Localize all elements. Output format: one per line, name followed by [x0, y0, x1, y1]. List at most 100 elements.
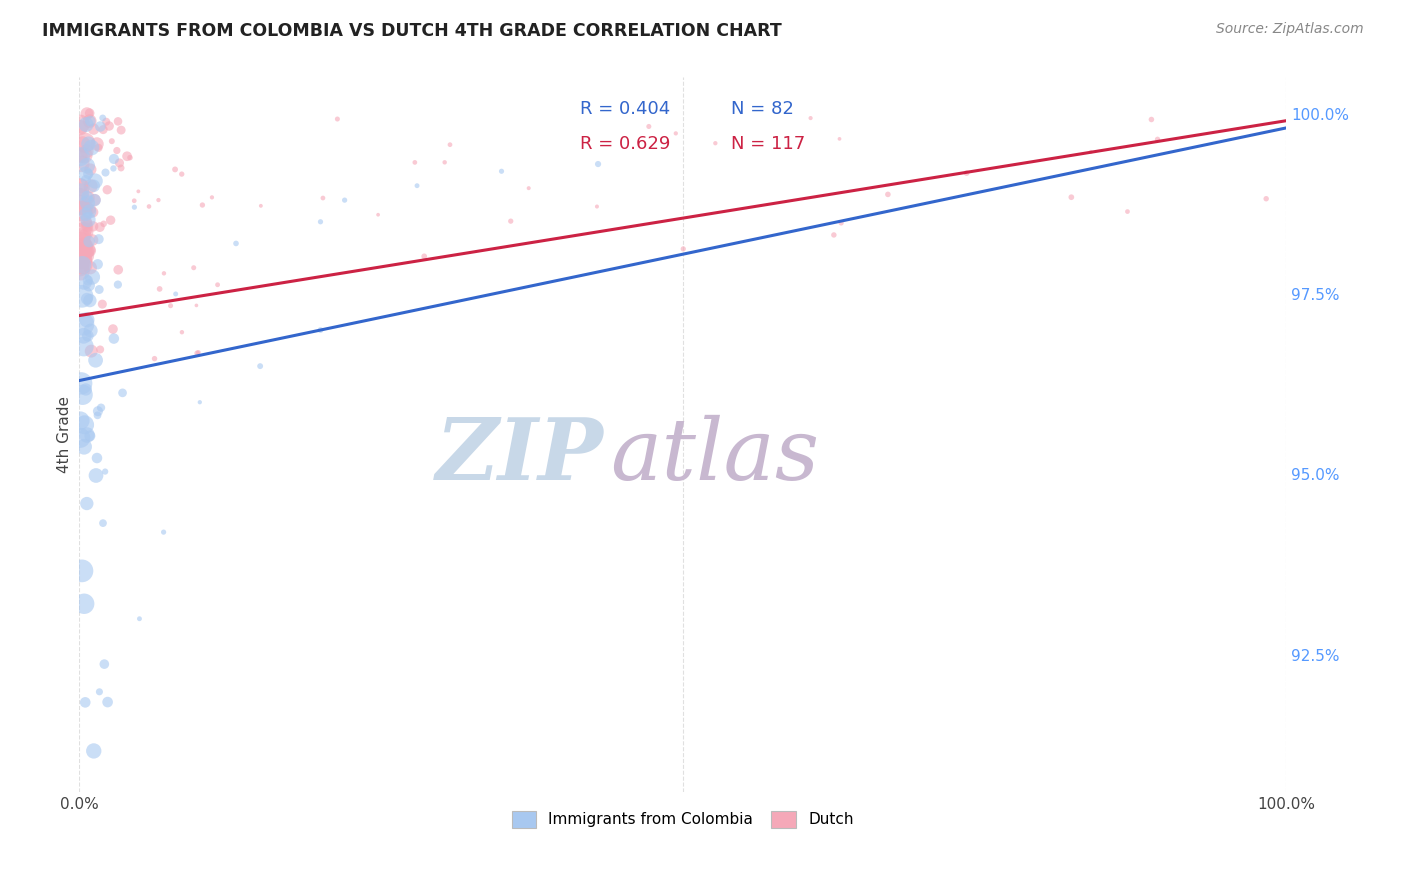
- Text: R = 0.629: R = 0.629: [579, 135, 671, 153]
- Point: [170, 167, 193, 181]
- Point: [76, 145, 98, 159]
- Point: [159, 299, 181, 313]
- Point: [186, 298, 208, 312]
- Point: [491, 164, 513, 178]
- Point: [69, 414, 91, 428]
- Point: [76, 219, 98, 233]
- Point: [73, 148, 96, 162]
- Point: [433, 155, 456, 169]
- Point: [108, 156, 131, 170]
- Point: [250, 199, 273, 213]
- Point: [73, 339, 96, 353]
- Point: [72, 318, 94, 332]
- Point: [80, 202, 103, 217]
- Point: [1080, 145, 1102, 159]
- Point: [72, 388, 94, 402]
- Point: [79, 114, 101, 128]
- Point: [73, 275, 96, 289]
- Point: [122, 194, 145, 208]
- Point: [73, 215, 96, 229]
- Point: [76, 497, 98, 511]
- Point: [76, 200, 98, 214]
- Point: [186, 346, 208, 360]
- Point: [91, 122, 114, 136]
- Point: [76, 428, 98, 442]
- Point: [70, 289, 93, 303]
- Point: [89, 120, 111, 134]
- Point: [79, 324, 101, 338]
- Point: [1256, 192, 1278, 206]
- Point: [107, 262, 129, 277]
- Point: [249, 359, 271, 373]
- Text: Source: ZipAtlas.com: Source: ZipAtlas.com: [1216, 22, 1364, 37]
- Point: [70, 252, 93, 267]
- Point: [76, 217, 98, 231]
- Point: [107, 277, 129, 292]
- Point: [800, 111, 823, 125]
- Point: [83, 178, 105, 193]
- Point: [82, 233, 104, 247]
- Point: [1060, 190, 1083, 204]
- Point: [91, 516, 114, 530]
- Point: [73, 247, 96, 261]
- Point: [87, 257, 110, 271]
- Point: [96, 114, 118, 128]
- Point: [183, 260, 205, 275]
- Point: [111, 385, 134, 400]
- Text: ZIP: ZIP: [436, 415, 605, 498]
- Point: [118, 151, 141, 165]
- Point: [69, 431, 91, 445]
- Point: [404, 155, 426, 169]
- Point: [105, 144, 128, 158]
- Point: [79, 162, 101, 177]
- Point: [75, 695, 97, 709]
- Point: [77, 167, 100, 181]
- Point: [93, 217, 115, 231]
- Point: [75, 167, 97, 181]
- Point: [76, 224, 98, 238]
- Point: [79, 106, 101, 120]
- Point: [69, 185, 91, 199]
- Point: [110, 123, 132, 137]
- Point: [96, 183, 118, 197]
- Point: [73, 225, 96, 239]
- Point: [89, 343, 111, 357]
- Point: [84, 353, 107, 368]
- Point: [69, 117, 91, 131]
- Point: [80, 179, 103, 194]
- Point: [82, 205, 104, 219]
- Point: [165, 287, 187, 301]
- Point: [69, 178, 91, 193]
- Point: [72, 201, 94, 215]
- Point: [76, 273, 98, 287]
- Point: [70, 240, 93, 254]
- Point: [333, 193, 356, 207]
- Point: [82, 270, 104, 285]
- Point: [73, 440, 96, 454]
- Point: [75, 227, 97, 242]
- Point: [75, 118, 97, 132]
- Point: [79, 429, 101, 443]
- Point: [153, 266, 176, 280]
- Point: [75, 383, 97, 397]
- Point: [72, 204, 94, 219]
- Point: [80, 344, 103, 359]
- Point: [82, 219, 104, 234]
- Point: [367, 208, 389, 222]
- Point: [637, 120, 659, 134]
- Point: [439, 137, 461, 152]
- Point: [70, 376, 93, 391]
- Point: [70, 564, 93, 578]
- Point: [124, 200, 146, 214]
- Point: [90, 401, 112, 415]
- Point: [76, 292, 98, 306]
- Point: [76, 195, 98, 210]
- Point: [69, 264, 91, 278]
- Point: [73, 597, 96, 611]
- Point: [188, 395, 211, 409]
- Point: [148, 193, 170, 207]
- Point: [672, 242, 695, 256]
- Point: [72, 136, 94, 151]
- Point: [73, 248, 96, 262]
- Point: [70, 157, 93, 171]
